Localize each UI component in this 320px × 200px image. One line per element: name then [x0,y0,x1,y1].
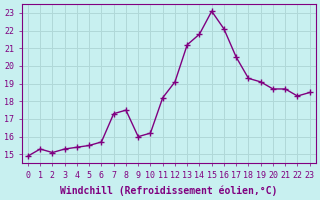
X-axis label: Windchill (Refroidissement éolien,°C): Windchill (Refroidissement éolien,°C) [60,185,277,196]
